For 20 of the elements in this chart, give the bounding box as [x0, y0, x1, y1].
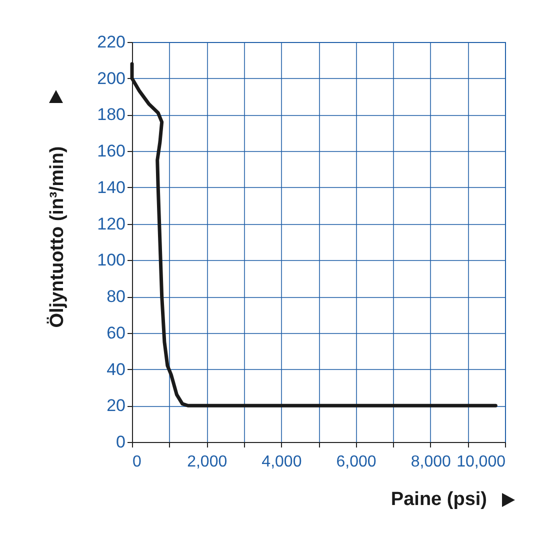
- x-axis-title: Paine (psi): [390, 489, 487, 510]
- y-tick-label: 220: [97, 32, 126, 52]
- y-tick-label: 40: [106, 360, 126, 379]
- y-tick-label: 20: [106, 396, 126, 416]
- x-tick-label: 10,000: [456, 454, 506, 470]
- x-tick-label: 8,000: [410, 454, 452, 470]
- y-tick-label: 200: [97, 68, 126, 88]
- y-tick-label: 80: [106, 287, 126, 306]
- x-tick-label: 6,000: [336, 454, 376, 470]
- x-tick-label: 0: [132, 454, 142, 470]
- y-axis-title: Öljyntuotto (in³/min): [46, 146, 68, 328]
- y-tick-label: 140: [97, 178, 126, 197]
- y-tick-label: 60: [106, 323, 126, 342]
- y-tick-label: 120: [97, 214, 126, 234]
- y-tick-label: 100: [97, 250, 126, 270]
- y-tick-label: 160: [97, 142, 126, 161]
- y-tick-label: 180: [97, 105, 126, 124]
- y-tick-label: 0: [116, 432, 126, 452]
- x-tick-label: 4,000: [262, 454, 302, 470]
- x-tick-label: 2,000: [187, 454, 228, 470]
